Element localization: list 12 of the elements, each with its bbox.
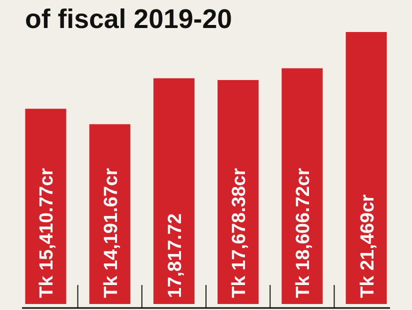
data-label: Tk 15,410.77cr [36, 167, 58, 298]
data-label: 17,817.72 [164, 213, 186, 298]
chart-title: of fiscal 2019-20 [25, 4, 234, 34]
data-label: Tk 17,678.38cr [229, 167, 250, 298]
data-label: Tk 21,469cr [357, 194, 378, 298]
bar [153, 78, 194, 304]
bar [346, 32, 387, 304]
data-label: Tk 14,191.67cr [100, 167, 122, 298]
data-label: Tk 18,606.72cr [293, 167, 314, 298]
bar [282, 68, 323, 304]
bar [25, 108, 66, 304]
bar [218, 80, 259, 304]
